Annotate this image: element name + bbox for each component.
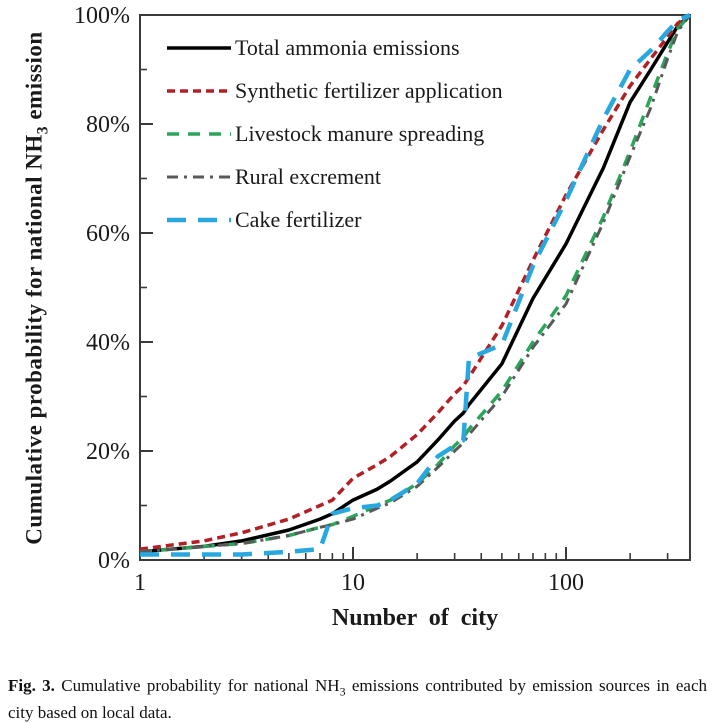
y-axis-title-text-post: emission — [21, 31, 47, 126]
legend-line-sample — [167, 131, 231, 136]
figure-caption-label: Fig. 3. — [8, 676, 55, 695]
legend-label: Livestock manure spreading — [235, 120, 485, 146]
legend-label: Total ammonia emissions — [235, 34, 460, 60]
series-total-ammonia-emissions — [139, 13, 692, 554]
legend-label: Cake fertilizer — [235, 206, 362, 232]
x-tick-label: 10 — [341, 570, 365, 596]
figure-caption: Fig. 3. Cumulative probability for natio… — [8, 675, 707, 723]
y-tick-label: 20% — [86, 439, 130, 465]
legend-line-sample — [167, 217, 231, 222]
y-axis-title-subscript: 3 — [34, 125, 52, 135]
y-tick-label: 0% — [98, 548, 130, 574]
legend-item-cake-fertilizer: Cake fertilizer — [167, 198, 503, 241]
y-tick-label: 40% — [86, 330, 130, 356]
legend-label: Rural excrement — [235, 163, 381, 189]
legend: Total ammonia emissions Synthetic fertili… — [167, 26, 503, 241]
figure-3: 1 10 100 0% 20% 40% 60% 80% 100% Cumulative prob… — [21, 3, 692, 631]
figure-caption-subscript: 3 — [339, 684, 346, 699]
series-synthetic-fertilizer-application — [139, 13, 691, 551]
series-livestock-manure-spreading — [139, 13, 692, 554]
legend-item-livestock-manure-spreading: Livestock manure spreading — [167, 112, 503, 155]
legend-item-synthetic-fertilizer-application: Synthetic fertilizer application — [167, 69, 503, 112]
series-cake-fertilizer — [140, 13, 691, 557]
legend-label: Synthetic fertilizer application — [235, 77, 503, 103]
x-tick-label: 1 — [134, 570, 146, 596]
legend-line-sample — [167, 45, 231, 50]
legend-item-total-ammonia-emissions: Total ammonia emissions — [167, 26, 503, 69]
legend-line-sample — [167, 88, 231, 93]
y-tick-label: 80% — [86, 112, 130, 138]
y-tick-label: 100% — [74, 3, 130, 29]
x-axis-title: Number of city — [331, 605, 499, 631]
figure-caption-text: Cumulative probability for national NH — [54, 676, 340, 695]
x-tick-label: 100 — [548, 570, 584, 596]
chart-canvas: 1 10 100 0% 20% 40% 60% 80% 100% — [74, 3, 692, 596]
legend-line-sample — [167, 175, 231, 178]
series-rural-excrement — [139, 14, 692, 554]
y-axis-title-text: Cumulative probability for national NH — [21, 134, 47, 545]
y-axis-title: Cumulative probability for national NH3 … — [22, 31, 53, 544]
y-tick-label: 60% — [86, 221, 130, 247]
legend-item-rural-excrement: Rural excrement — [167, 155, 503, 198]
